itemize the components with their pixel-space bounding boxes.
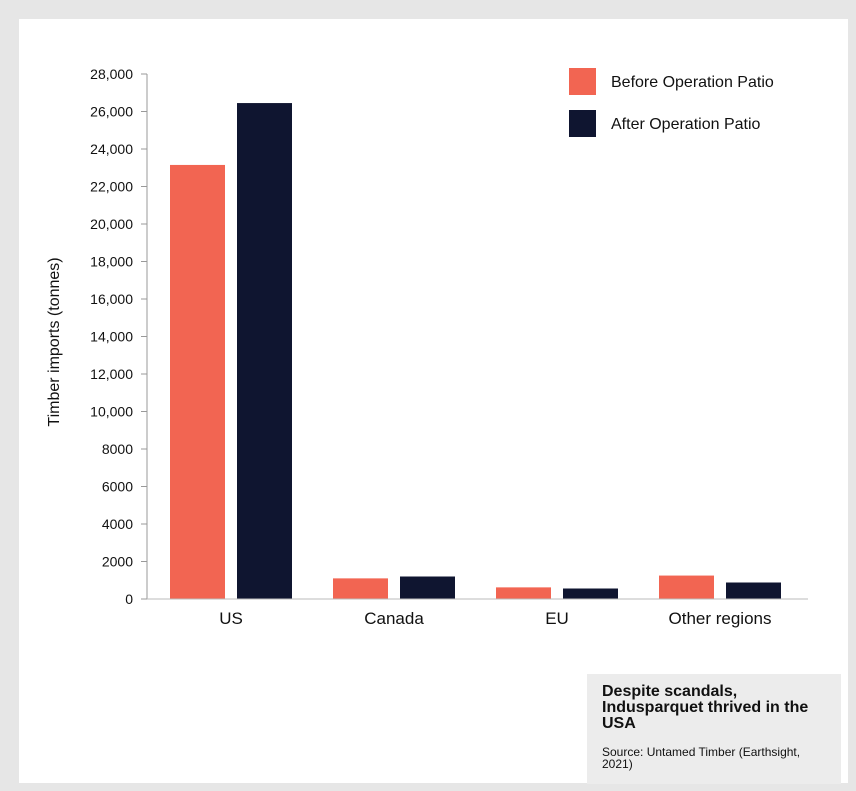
x-tick-label: US bbox=[219, 609, 243, 628]
y-tick-label: 0 bbox=[125, 591, 133, 607]
x-tick-label: EU bbox=[545, 609, 569, 628]
annotation-title: Despite scandals, Indusparquet thrived i… bbox=[602, 683, 809, 732]
y-tick-label: 12,000 bbox=[90, 366, 133, 382]
y-tick-label: 4000 bbox=[102, 516, 133, 532]
x-tick-label: Canada bbox=[364, 609, 424, 628]
y-tick-label: 8000 bbox=[102, 441, 133, 457]
y-axis-label: Timber imports (tonnes) bbox=[46, 257, 63, 426]
y-tick-label: 6000 bbox=[102, 479, 133, 495]
y-tick-label: 16,000 bbox=[90, 291, 133, 307]
bars bbox=[147, 103, 808, 600]
bar-before-eu bbox=[496, 587, 551, 599]
y-tick-label: 18,000 bbox=[90, 254, 133, 270]
legend-label: After Operation Patio bbox=[611, 116, 761, 133]
legend-swatch bbox=[569, 110, 596, 137]
y-tick-label: 28,000 bbox=[90, 66, 133, 82]
x-tick-label: Other regions bbox=[669, 609, 772, 628]
y-tick-label: 10,000 bbox=[90, 404, 133, 420]
bar-before-us bbox=[170, 164, 225, 599]
source-note: Source: Untamed Timber (Earthsight, 2021… bbox=[602, 745, 801, 771]
y-tick-label: 20,000 bbox=[90, 216, 133, 232]
bar-after-canada bbox=[400, 576, 455, 599]
legend-label: Before Operation Patio bbox=[611, 74, 774, 91]
x-axis: US Canada EU Other regions bbox=[219, 609, 771, 628]
annotation-box: Despite scandals, Indusparquet thrived i… bbox=[587, 674, 841, 784]
bar-before-canada bbox=[333, 578, 388, 599]
bar-before-other-regions bbox=[659, 575, 714, 599]
bar-after-eu bbox=[563, 588, 618, 599]
bar-after-us bbox=[237, 103, 292, 599]
y-tick-label: 24,000 bbox=[90, 141, 133, 157]
y-tick-label: 22,000 bbox=[90, 179, 133, 195]
bar-after-other-regions bbox=[726, 582, 781, 599]
chart-frame bbox=[19, 19, 848, 783]
legend-swatch bbox=[569, 68, 596, 95]
legend: Before Operation Patio After Operation Pa… bbox=[569, 68, 774, 137]
y-tick-label: 14,000 bbox=[90, 329, 133, 345]
y-axis: 0 2000 4000 6000 8000 10,000 12,000 14,000 16,00… bbox=[90, 66, 148, 607]
y-tick-label: 26,000 bbox=[90, 104, 133, 120]
y-tick-label: 2000 bbox=[102, 554, 133, 570]
